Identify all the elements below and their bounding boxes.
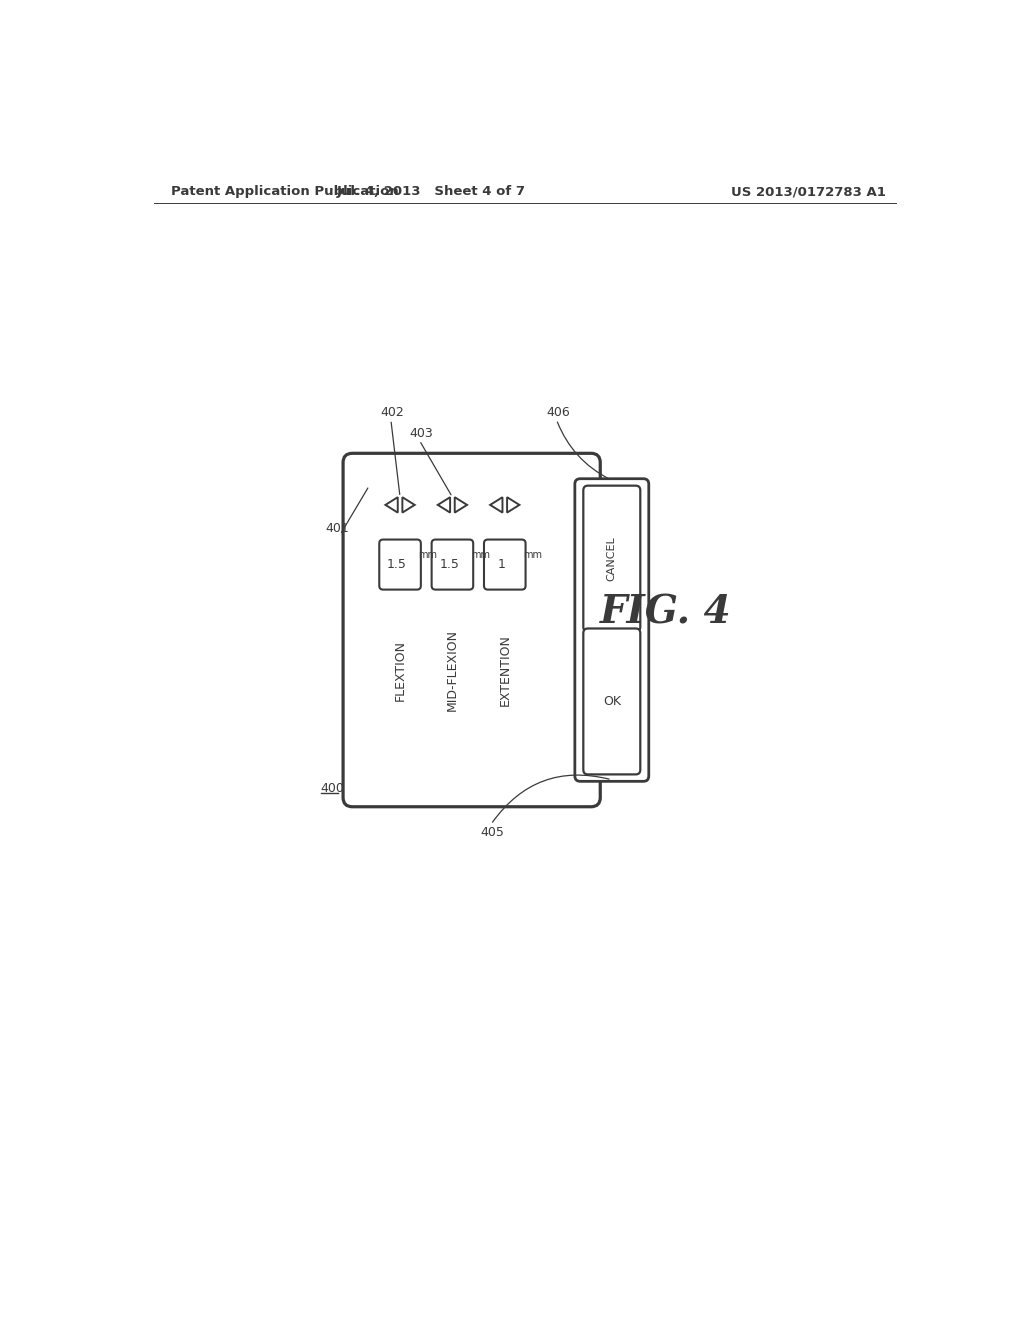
Text: Jul. 4, 2013   Sheet 4 of 7: Jul. 4, 2013 Sheet 4 of 7 bbox=[336, 185, 525, 198]
Text: mm: mm bbox=[471, 550, 489, 560]
Text: FLEXTION: FLEXTION bbox=[393, 640, 407, 701]
Text: 1.5: 1.5 bbox=[439, 558, 460, 572]
Text: 1.5: 1.5 bbox=[387, 558, 407, 572]
FancyBboxPatch shape bbox=[432, 540, 473, 590]
Text: 403: 403 bbox=[410, 426, 433, 440]
FancyBboxPatch shape bbox=[584, 486, 640, 631]
FancyBboxPatch shape bbox=[343, 453, 600, 807]
Text: EXTENTION: EXTENTION bbox=[499, 635, 511, 706]
Text: OK: OK bbox=[603, 694, 621, 708]
Text: mm: mm bbox=[419, 550, 437, 560]
Text: CANCEL: CANCEL bbox=[607, 536, 616, 581]
Text: Patent Application Publication: Patent Application Publication bbox=[171, 185, 398, 198]
FancyBboxPatch shape bbox=[584, 628, 640, 775]
Text: mm: mm bbox=[523, 550, 543, 560]
Text: MID-FLEXION: MID-FLEXION bbox=[445, 630, 459, 711]
Text: 401: 401 bbox=[325, 521, 349, 535]
Text: 1: 1 bbox=[498, 558, 506, 572]
Text: 406: 406 bbox=[546, 407, 569, 418]
Text: 400: 400 bbox=[321, 781, 345, 795]
Text: FIG. 4: FIG. 4 bbox=[600, 594, 731, 632]
Text: 402: 402 bbox=[381, 407, 404, 418]
FancyBboxPatch shape bbox=[574, 479, 649, 781]
FancyBboxPatch shape bbox=[484, 540, 525, 590]
Text: US 2013/0172783 A1: US 2013/0172783 A1 bbox=[731, 185, 886, 198]
Text: 405: 405 bbox=[480, 825, 505, 838]
FancyBboxPatch shape bbox=[379, 540, 421, 590]
